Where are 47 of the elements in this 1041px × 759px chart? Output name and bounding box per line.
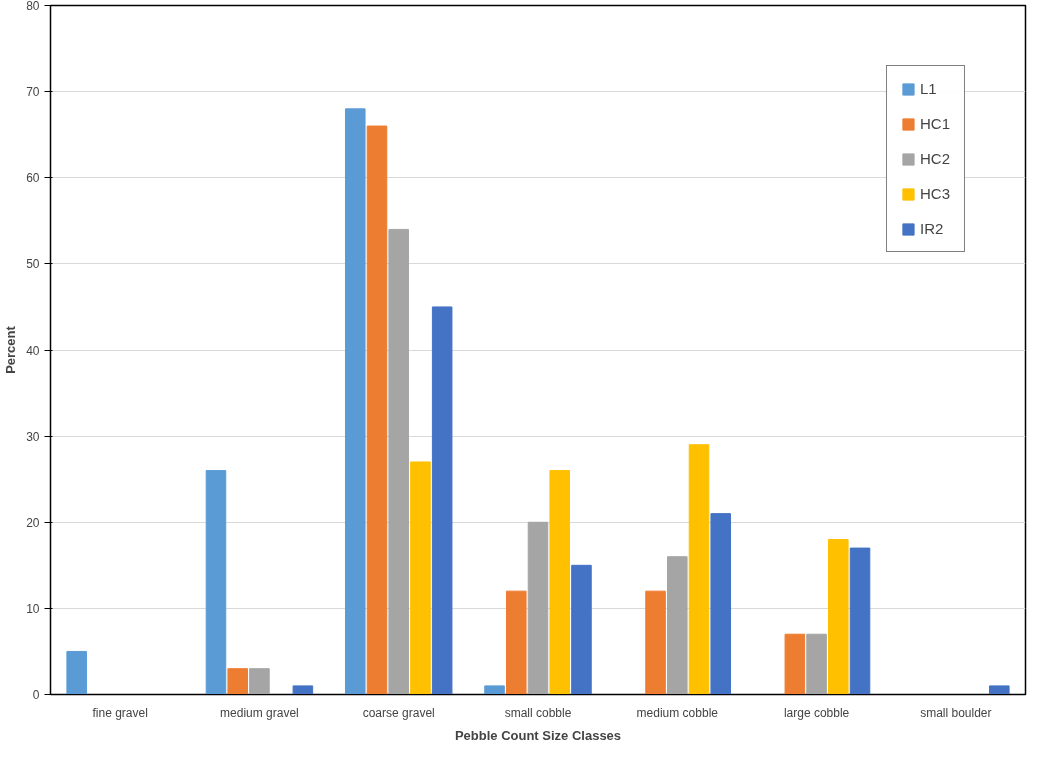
bar	[344, 108, 366, 695]
bar	[227, 668, 248, 695]
y-axis-title: Percent	[3, 325, 19, 374]
x-tick-label: small boulder	[920, 705, 992, 720]
bar	[505, 590, 527, 695]
bar	[828, 538, 849, 695]
bar	[205, 470, 227, 695]
bar	[688, 444, 710, 695]
bar	[989, 685, 1010, 695]
y-tick-label: 0	[32, 688, 40, 702]
bar	[710, 513, 732, 695]
x-axis-title: Pebble Count Size Classes	[454, 727, 622, 743]
y-tick-label: 20	[26, 515, 40, 530]
x-tick-label: medium cobble	[636, 705, 719, 720]
bar	[806, 633, 827, 695]
bar	[431, 306, 453, 695]
y-tick-label: 50	[26, 257, 40, 272]
bar	[784, 633, 806, 695]
legend-label: HC1	[919, 115, 950, 132]
y-tick-label: 10	[26, 601, 40, 616]
x-tick-label: coarse gravel	[362, 705, 435, 720]
legend-label: IR2	[919, 220, 944, 237]
y-tick-label: 70	[26, 85, 40, 100]
bar	[484, 685, 505, 695]
x-tick-label: medium gravel	[220, 705, 299, 720]
bar	[410, 461, 431, 695]
bar	[292, 685, 314, 695]
y-tick-label: 80	[26, 0, 40, 13]
bar	[571, 564, 592, 695]
bar	[366, 125, 388, 695]
bar	[66, 650, 87, 695]
x-tick-label: large cobble	[783, 705, 850, 720]
bar	[849, 547, 871, 695]
bar	[388, 228, 409, 695]
bar	[549, 470, 571, 695]
x-tick-label: small cobble	[504, 705, 572, 720]
bar	[249, 668, 270, 695]
bar	[527, 521, 549, 695]
legend-label: L1	[919, 80, 938, 97]
y-tick-label: 60	[26, 171, 40, 186]
x-tick-label: fine gravel	[92, 705, 148, 720]
legend-label: HC3	[919, 185, 950, 202]
y-tick-label: 40	[26, 343, 40, 358]
bar	[645, 590, 666, 695]
y-tick-label: 30	[26, 429, 40, 444]
bar	[667, 556, 688, 695]
legend-label: HC2	[919, 150, 950, 167]
